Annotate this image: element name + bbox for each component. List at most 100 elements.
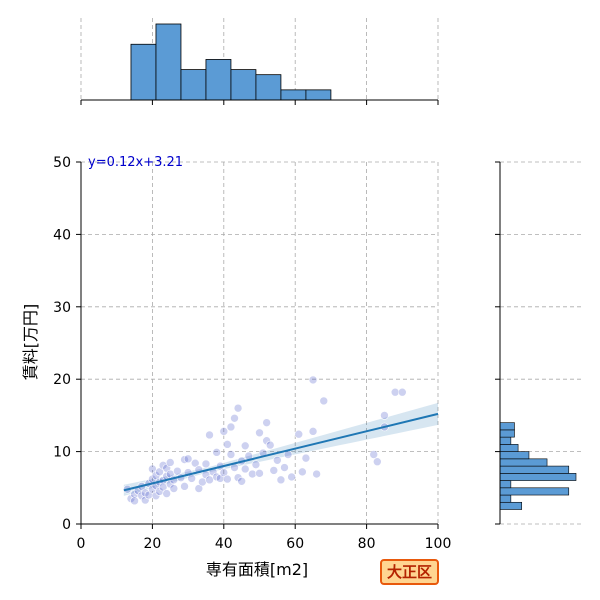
x-hist-bar — [155, 23, 182, 101]
x-hist-bar — [130, 43, 157, 101]
scatter-point — [205, 430, 214, 440]
scatter-point — [319, 396, 329, 406]
x-tick-label: 40 — [215, 536, 233, 552]
x-hist-bar — [305, 89, 332, 101]
y-tick-label: 40 — [53, 227, 71, 243]
x-tick-label: 100 — [425, 536, 452, 552]
scatter-point — [151, 471, 161, 480]
scatter-point — [130, 490, 139, 499]
scatter-point — [233, 403, 243, 413]
scatter-point — [397, 387, 407, 397]
scatter-point — [237, 476, 246, 486]
scatter-point — [190, 458, 200, 468]
y-hist-bar — [499, 436, 512, 445]
scatter-point — [273, 455, 282, 465]
scatter-point — [269, 466, 279, 475]
scatter-point — [230, 413, 239, 423]
y-hist-bar — [499, 494, 512, 503]
right-histogram-bars — [499, 422, 577, 510]
scatter-point — [255, 428, 264, 438]
scatter-point — [380, 411, 389, 420]
y-tick-labels: 0 10 20 30 40 50 — [53, 155, 71, 533]
scatter-point — [183, 454, 193, 464]
scatter-point — [130, 496, 139, 506]
y-hist-bar — [499, 444, 519, 452]
y-axis-title: 賃料[万円] — [21, 304, 40, 381]
scatter-point — [287, 472, 296, 482]
scatter-point — [251, 460, 261, 469]
y-hist-bar — [499, 451, 530, 460]
scatter-point — [369, 450, 379, 459]
scatter-point — [173, 466, 182, 476]
scatter-point — [155, 487, 164, 496]
x-hist-bar — [180, 69, 207, 101]
scatter-point — [301, 453, 311, 463]
x-hist-bar — [230, 69, 257, 101]
scatter-points — [123, 375, 407, 506]
scatter-point — [140, 495, 150, 505]
scatter-point — [165, 479, 175, 489]
y-tick-label: 30 — [53, 300, 71, 316]
x-tick-label: 0 — [77, 536, 86, 552]
scatter-point — [240, 441, 250, 451]
y-hist-bar — [499, 458, 548, 467]
x-tick-label: 60 — [286, 536, 304, 552]
y-hist-bar — [499, 487, 570, 496]
scatter-point — [151, 491, 161, 501]
scatter-point — [280, 463, 289, 472]
scatter-point — [262, 418, 271, 427]
scatter-point — [219, 427, 229, 436]
x-tick-labels: 0 20 40 60 80 100 — [77, 536, 452, 552]
scatter-point — [223, 440, 232, 449]
scatter-point — [308, 375, 318, 385]
x-hist-bar — [280, 89, 307, 101]
y-tick-label: 20 — [53, 372, 71, 388]
scatter-point — [162, 489, 171, 498]
scatter-point — [180, 482, 189, 491]
scatter-point — [194, 484, 204, 493]
scatter-point — [165, 458, 175, 467]
scatter-point — [223, 474, 232, 484]
y-hist-bar — [499, 465, 570, 474]
top-histogram-axis — [80, 99, 439, 105]
y-tick-label: 0 — [62, 517, 71, 533]
scatter-point — [265, 440, 275, 450]
scatter-point — [308, 427, 318, 436]
y-tick-label: 10 — [53, 445, 71, 461]
scatter-point — [169, 484, 179, 493]
scatter-point — [212, 448, 221, 457]
y-tick-label: 50 — [53, 155, 71, 171]
scatter-point — [248, 469, 257, 479]
scatter-point — [226, 450, 236, 459]
regression-equation: y=0.12x+3.21 — [88, 155, 183, 170]
scatter-point — [390, 387, 400, 397]
y-hist-bar — [499, 501, 523, 510]
x-axis-title: 専有面積[m2] — [206, 560, 308, 579]
scatter-point — [201, 459, 211, 469]
scatter-point — [148, 484, 157, 494]
ward-badge: 大正区 — [380, 559, 440, 585]
x-hist-bar — [255, 74, 282, 101]
top-histogram-bars — [130, 23, 332, 101]
x-hist-bar — [205, 59, 232, 101]
regression-line — [123, 412, 439, 492]
scatter-point — [294, 429, 304, 439]
y-hist-bar — [499, 473, 577, 481]
scatter-point — [226, 422, 236, 432]
main-axes — [76, 161, 439, 529]
scatter-point — [198, 477, 207, 487]
scatter-point — [137, 491, 146, 501]
scatter-point — [240, 464, 250, 474]
x-tick-label: 20 — [143, 536, 161, 552]
scatter-point — [155, 467, 164, 477]
y-hist-bar — [499, 480, 512, 489]
scatter-point — [205, 475, 214, 485]
scatter-point — [255, 469, 264, 478]
y-hist-bar — [499, 429, 515, 438]
scatter-point — [219, 468, 229, 477]
y-hist-bar — [499, 422, 515, 431]
scatter-point — [262, 436, 271, 446]
scatter-point — [298, 467, 307, 477]
right-histogram-axis — [495, 161, 501, 525]
